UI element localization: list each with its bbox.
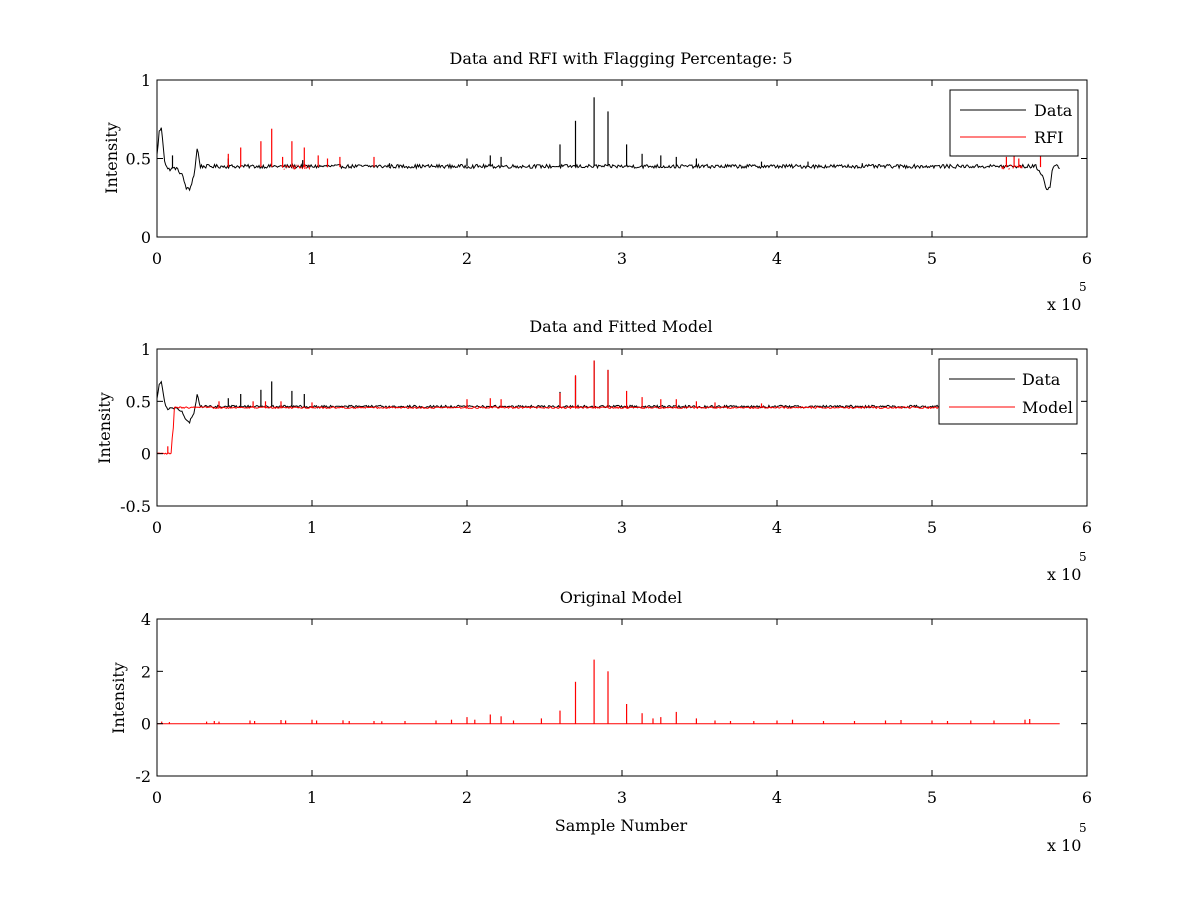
panel-3-multiplier: x 10 5 (1047, 821, 1087, 855)
panel-3-multiplier-text: x 10 (1047, 836, 1081, 855)
panel-1-xtick-label: 1 (307, 249, 317, 268)
panel-3-ytick-label: 4 (141, 610, 151, 629)
panel-1-xtick-label: 2 (462, 249, 472, 268)
panel-2-ytick-label: 0.5 (126, 392, 151, 411)
panel-2-ytick-label: 1 (141, 340, 151, 359)
panel-3-ytick-label: -2 (135, 767, 151, 786)
panel-3-xtick-label: 5 (927, 788, 937, 807)
panel-1-ytick-label: 1 (141, 71, 151, 90)
panel-3-xtick-label: 0 (152, 788, 162, 807)
panel-3-multiplier-exponent: 5 (1079, 821, 1087, 835)
panel-3-xtick-label: 3 (617, 788, 627, 807)
panel-1-legend-label-data: Data (1034, 101, 1073, 120)
panel-1-multiplier: x 10 5 (1047, 280, 1087, 314)
panel-3-title: Original Model (560, 588, 682, 607)
panel-2-ytick-label: 0 (141, 445, 151, 464)
panel-2-title: Data and Fitted Model (529, 317, 712, 336)
panel-2-multiplier: x 10 5 (1047, 550, 1087, 584)
panel-2-xtick-label: 1 (307, 518, 317, 537)
panel-2-xtick-label: 2 (462, 518, 472, 537)
panel-2-ylabel: Intensity (95, 392, 114, 464)
panel-1-ytick-label: 0 (141, 228, 151, 247)
panel-1-xtick-label: 3 (617, 249, 627, 268)
panel-1-xtick-label: 0 (152, 249, 162, 268)
panel-2-xtick-label: 5 (927, 518, 937, 537)
panel-2-xtick-label: 3 (617, 518, 627, 537)
panel-1-series-group (157, 97, 1060, 192)
panel-2-legend-label-data: Data (1022, 370, 1061, 389)
panel-1-legend-box (949, 89, 1079, 157)
panel-1-legend: Data RFI (949, 89, 1079, 157)
panel-1-ytick-label: 0.5 (126, 150, 151, 169)
panel-3-ytick-label: 0 (141, 715, 151, 734)
panel-2-legend: Data Model (938, 358, 1078, 425)
panel-1: Data and RFI with Flagging Percentage: 5… (102, 49, 1092, 314)
panel-2-xtick-label: 0 (152, 518, 162, 537)
panel-2-ytick-label: -0.5 (120, 497, 151, 516)
panel-3-xlabel: Sample Number (555, 816, 688, 835)
panel-2-series-model-line (157, 405, 1060, 455)
panel-1-legend-label-rfi: RFI (1034, 128, 1063, 147)
panel-1-xtick-label: 5 (927, 249, 937, 268)
panel-2: Data and Fitted Model Intensity 0 1 2 3 4 5 6 -… (95, 317, 1092, 584)
panel-1-plot: 0 1 2 3 4 5 6 0 0.5 1 (126, 71, 1093, 268)
panel-1-multiplier-text: x 10 (1047, 295, 1081, 314)
panel-2-series-group (157, 360, 1061, 455)
panel-2-plot: 0 1 2 3 4 5 6-0.500.51 (120, 340, 1092, 537)
panel-1-xtick-label: 6 (1082, 249, 1092, 268)
panel-2-xtick-label: 6 (1082, 518, 1092, 537)
panel-2-multiplier-exponent: 5 (1079, 550, 1087, 564)
panel-3-xtick-label: 6 (1082, 788, 1092, 807)
panel-1-title: Data and RFI with Flagging Percentage: 5 (449, 49, 792, 68)
panel-2-legend-label-model: Model (1022, 398, 1073, 417)
panel-3-series-group (157, 659, 1060, 725)
panel-2-multiplier-text: x 10 (1047, 565, 1081, 584)
panel-1-xtick-label: 4 (772, 249, 782, 268)
panel-2-legend-box (938, 358, 1078, 425)
panel-3-xtick-label: 1 (307, 788, 317, 807)
panel-3-ytick-label: 2 (141, 662, 151, 681)
panel-3-xtick-label: 4 (772, 788, 782, 807)
panel-3-ylabel: Intensity (109, 662, 128, 734)
panel-1-multiplier-exponent: 5 (1079, 280, 1087, 294)
panel-1-ylabel: Intensity (102, 122, 121, 194)
panel-2-xtick-label: 4 (772, 518, 782, 537)
panel-3-xtick-label: 2 (462, 788, 472, 807)
